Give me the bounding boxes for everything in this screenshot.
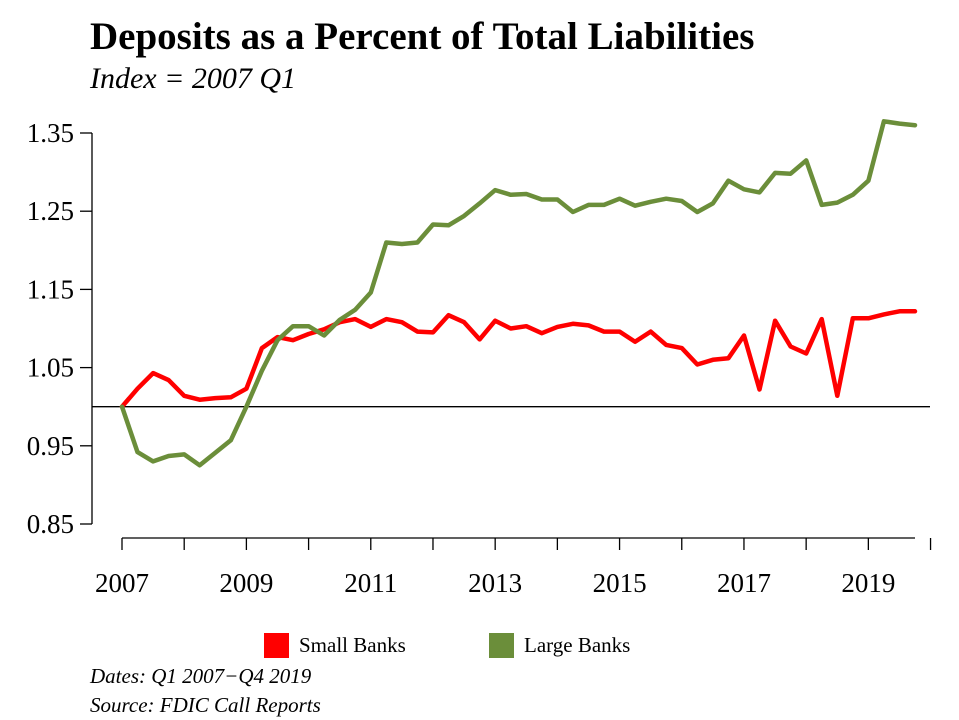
x-tick-label: 2007 [95, 568, 149, 598]
chart-title: Deposits as a Percent of Total Liabiliti… [90, 15, 755, 58]
legend-label-small-banks: Small Banks [299, 633, 406, 657]
y-tick-label: 1.15 [27, 274, 74, 304]
legend-label-large-banks: Large Banks [524, 633, 631, 657]
y-tick-label: 1.05 [27, 353, 74, 383]
large-banks-swatch [489, 633, 514, 658]
chart-subtitle: Index = 2007 Q1 [90, 62, 297, 95]
large-banks-line [119, 119, 918, 468]
small-banks-swatch [264, 633, 289, 658]
y-tick-label: 0.95 [27, 431, 74, 461]
x-tick-label: 2013 [468, 568, 522, 598]
x-axis-ticks: 2007 2009 2011 2013 2015 2017 2019 [95, 538, 932, 598]
x-tick-label: 2009 [219, 568, 273, 598]
small-banks-line [119, 309, 918, 409]
y-tick-label: 1.35 [27, 118, 74, 148]
source-note: Source: FDIC Call Reports [90, 693, 321, 717]
y-tick-label: 1.25 [27, 196, 74, 226]
series-lines [119, 119, 918, 468]
legend-item-large-banks: Large Banks [489, 633, 630, 658]
dates-note: Dates: Q1 2007−Q4 2019 [90, 664, 312, 688]
y-tick-label: 0.85 [27, 509, 74, 539]
y-axis-ticks: 0.85 0.95 1.05 1.15 1.25 1.35 [27, 118, 92, 539]
x-tick-label: 2019 [841, 568, 895, 598]
chart-notes: Dates: Q1 2007−Q4 2019 Source: FDIC Call… [90, 662, 321, 720]
x-tick-label: 2011 [344, 568, 397, 598]
x-tick-label: 2015 [593, 568, 647, 598]
legend-item-small-banks: Small Banks [264, 633, 406, 658]
x-tick-label: 2017 [717, 568, 771, 598]
